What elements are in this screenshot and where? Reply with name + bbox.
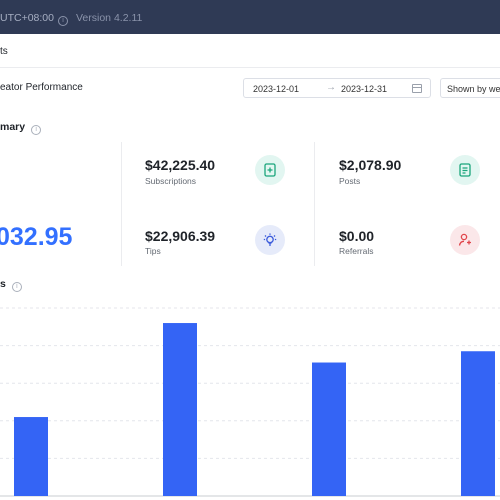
- summary-title-text: mary: [0, 121, 26, 133]
- info-icon[interactable]: i: [11, 282, 22, 292]
- shown-by-value: Shown by week: [447, 84, 500, 94]
- stat-subscriptions-value: $42,225.40: [145, 157, 216, 173]
- arrow-right-icon: →: [326, 82, 336, 93]
- stat-posts-label: Posts: [339, 176, 361, 186]
- chart-bar[interactable]: [163, 323, 197, 496]
- lightbulb-icon: [255, 225, 285, 255]
- chart-bar[interactable]: [312, 362, 346, 496]
- info-icon[interactable]: i: [58, 16, 68, 26]
- performance-title: eator Performance: [0, 82, 83, 93]
- divider: [314, 142, 315, 266]
- chart-bar[interactable]: [14, 417, 48, 496]
- calendar-icon[interactable]: [412, 84, 422, 93]
- balances-bar-chart: [0, 307, 500, 497]
- section-title: ts: [0, 46, 8, 57]
- shown-by-select[interactable]: Shown by week: [440, 78, 500, 98]
- chart-bar[interactable]: [461, 351, 495, 496]
- timezone-indicator: UTC+08:00 i: [0, 12, 68, 26]
- stat-tips-value: $22,906.39: [145, 228, 216, 244]
- date-from[interactable]: 2023-12-01: [253, 84, 300, 94]
- date-range-picker[interactable]: 2023-12-01 → 2023-12-31: [243, 78, 431, 98]
- divider: [121, 142, 122, 266]
- total-earnings: 032.95: [0, 223, 73, 251]
- timezone-text: UTC+08:00: [0, 12, 54, 24]
- summary-title: mary i: [0, 121, 42, 135]
- section-header: ts: [0, 34, 500, 68]
- user-referral-icon: [450, 225, 480, 255]
- info-icon[interactable]: i: [31, 125, 42, 135]
- date-to[interactable]: 2023-12-31: [341, 84, 388, 94]
- subscription-icon: [255, 155, 285, 185]
- stat-tips-label: Tips: [145, 246, 161, 256]
- version-text: Version 4.2.11: [76, 12, 143, 24]
- stat-subscriptions-label: Subscriptions: [145, 176, 197, 186]
- stat-referrals-value: $0.00: [339, 228, 375, 244]
- stat-referrals-label: Referrals: [339, 246, 374, 256]
- top-bar: UTC+08:00 i Version 4.2.11: [0, 0, 500, 34]
- document-icon: [450, 155, 480, 185]
- balances-title-text: s: [0, 278, 6, 290]
- stat-posts-value: $2,078.90: [339, 157, 402, 173]
